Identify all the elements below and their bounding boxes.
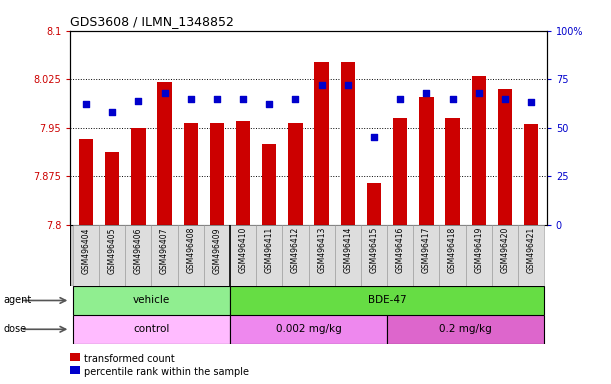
Text: GSM496415: GSM496415 — [370, 227, 379, 273]
Text: control: control — [133, 324, 170, 334]
Bar — [73, 225, 99, 286]
Point — [369, 134, 379, 141]
Point — [159, 90, 169, 96]
Text: dose: dose — [3, 324, 26, 334]
Text: percentile rank within the sample: percentile rank within the sample — [84, 367, 249, 377]
Bar — [367, 183, 381, 225]
Point — [343, 82, 353, 88]
Text: GSM496408: GSM496408 — [186, 227, 196, 273]
Text: GSM496419: GSM496419 — [474, 227, 483, 273]
Point — [81, 101, 91, 108]
Bar — [387, 225, 413, 286]
Text: GSM496417: GSM496417 — [422, 227, 431, 273]
Bar — [262, 144, 276, 225]
Bar — [158, 83, 172, 225]
Bar — [131, 128, 145, 225]
Text: 0.2 mg/kg: 0.2 mg/kg — [439, 324, 492, 334]
Text: GSM496407: GSM496407 — [160, 227, 169, 273]
Bar — [125, 225, 152, 286]
Bar — [387, 315, 544, 344]
Point — [526, 99, 536, 106]
Bar — [413, 225, 439, 286]
Bar — [439, 225, 466, 286]
Bar — [230, 315, 387, 344]
Bar — [230, 286, 544, 315]
Bar — [335, 225, 361, 286]
Bar — [445, 118, 459, 225]
Point — [291, 96, 301, 102]
Point — [422, 90, 431, 96]
Point — [133, 98, 143, 104]
Bar — [152, 225, 178, 286]
Bar — [309, 225, 335, 286]
Text: vehicle: vehicle — [133, 295, 170, 306]
Bar — [361, 225, 387, 286]
Bar — [341, 62, 355, 225]
Point — [108, 109, 117, 115]
Bar — [99, 225, 125, 286]
Text: GSM496413: GSM496413 — [317, 227, 326, 273]
Text: GSM496406: GSM496406 — [134, 227, 143, 273]
Bar — [393, 118, 408, 225]
Text: GDS3608 / ILMN_1348852: GDS3608 / ILMN_1348852 — [70, 15, 234, 28]
Bar — [210, 123, 224, 225]
Text: GSM496420: GSM496420 — [500, 227, 510, 273]
Text: GSM496411: GSM496411 — [265, 227, 274, 273]
Text: 0.002 mg/kg: 0.002 mg/kg — [276, 324, 342, 334]
Point — [448, 96, 458, 102]
Text: GSM496414: GSM496414 — [343, 227, 353, 273]
Point — [474, 90, 484, 96]
Point — [212, 96, 222, 102]
Bar — [178, 225, 204, 286]
Text: GSM496405: GSM496405 — [108, 227, 117, 273]
Point — [395, 96, 405, 102]
Bar — [256, 225, 282, 286]
Bar — [105, 152, 119, 225]
Bar — [419, 97, 434, 225]
Bar — [73, 286, 230, 315]
Text: agent: agent — [3, 295, 31, 306]
Point — [238, 96, 248, 102]
Bar — [315, 62, 329, 225]
Bar — [282, 225, 309, 286]
Text: GSM496418: GSM496418 — [448, 227, 457, 273]
Bar — [466, 225, 492, 286]
Text: transformed count: transformed count — [84, 354, 175, 364]
Bar — [524, 124, 538, 225]
Bar — [492, 225, 518, 286]
Bar — [183, 123, 198, 225]
Bar — [518, 225, 544, 286]
Text: GSM496416: GSM496416 — [396, 227, 404, 273]
Bar — [73, 315, 230, 344]
Text: BDE-47: BDE-47 — [368, 295, 406, 306]
Text: GSM496412: GSM496412 — [291, 227, 300, 273]
Point — [186, 96, 196, 102]
Bar — [472, 76, 486, 225]
Bar — [79, 139, 93, 225]
Bar — [498, 89, 512, 225]
Bar — [236, 121, 251, 225]
Bar — [204, 225, 230, 286]
Text: GSM496409: GSM496409 — [213, 227, 221, 273]
Point — [500, 96, 510, 102]
Point — [265, 101, 274, 108]
Bar — [288, 123, 302, 225]
Bar — [230, 225, 256, 286]
Point — [316, 82, 326, 88]
Text: GSM496404: GSM496404 — [81, 227, 90, 273]
Text: GSM496421: GSM496421 — [527, 227, 536, 273]
Text: GSM496410: GSM496410 — [238, 227, 247, 273]
